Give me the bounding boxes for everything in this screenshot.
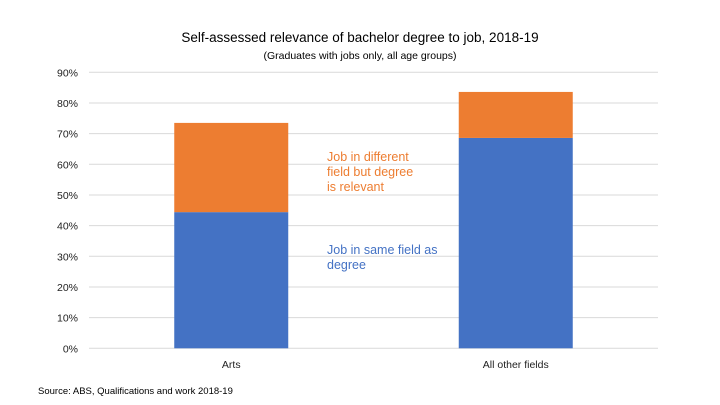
- annotation-line: Job in same field as: [327, 243, 438, 257]
- annotation-same-field: Job in same field as degree: [327, 243, 437, 273]
- y-tick-label: 0%: [63, 343, 78, 355]
- annotation-line: degree: [327, 258, 366, 272]
- bar-same-field: [458, 137, 573, 349]
- chart-title: Self-assessed relevance of bachelor degr…: [181, 30, 539, 45]
- annotation-different-field: Job in different field but degree is rel…: [327, 150, 413, 195]
- x-tick-label: All other fields: [483, 359, 549, 371]
- y-tick-label: 90%: [57, 67, 78, 79]
- y-tick-label: 20%: [57, 282, 78, 294]
- bar-same-field: [174, 212, 289, 349]
- bar-different-field: [174, 122, 289, 213]
- y-tick-label: 60%: [57, 159, 78, 171]
- y-tick-label: 10%: [57, 313, 78, 325]
- annotation-line: is relevant: [327, 180, 384, 194]
- annotation-line: Job in different: [327, 150, 409, 164]
- y-tick-label: 50%: [57, 190, 78, 202]
- y-tick-label: 70%: [57, 129, 78, 141]
- y-tick-label: 80%: [57, 98, 78, 110]
- y-tick-label: 30%: [57, 251, 78, 263]
- annotation-line: field but degree: [327, 165, 414, 179]
- chart-subtitle: (Graduates with jobs only, all age group…: [263, 50, 457, 62]
- y-tick-label: 40%: [57, 221, 78, 233]
- x-tick-label: Arts: [222, 359, 241, 371]
- bar-different-field: [458, 91, 573, 138]
- source-note: Source: ABS, Qualifications and work 201…: [38, 386, 233, 397]
